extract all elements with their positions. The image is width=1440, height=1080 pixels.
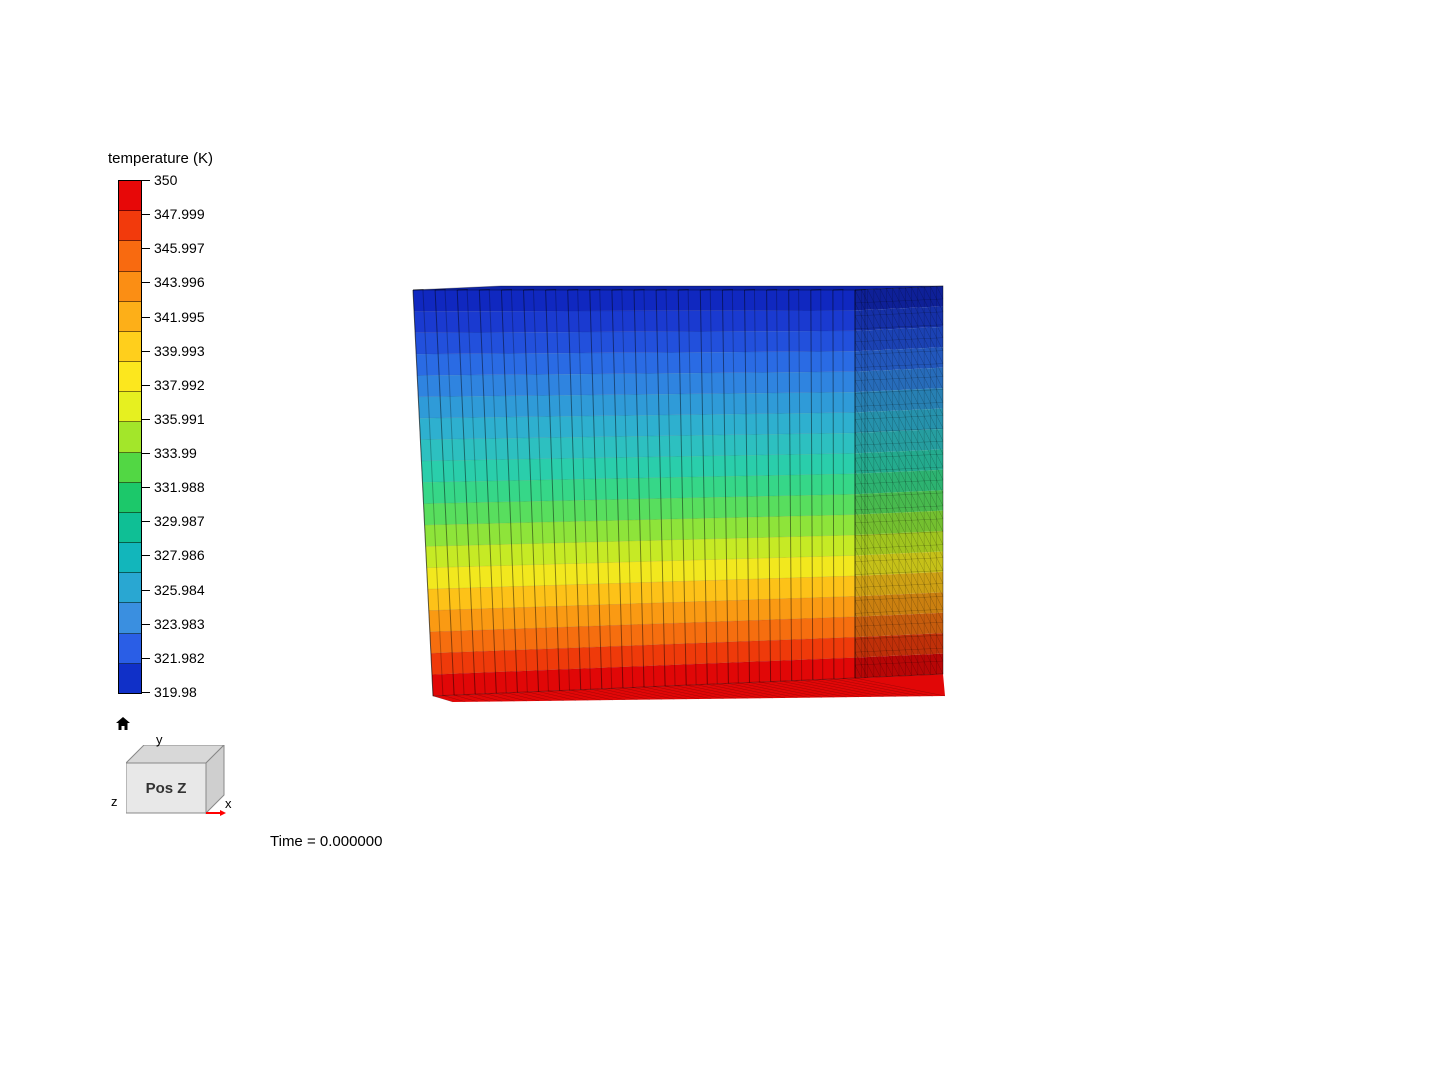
home-icon[interactable] [115,716,131,732]
axis-label-y: y [156,732,163,747]
colorbar-segment [119,211,141,241]
axis-label-z: z [111,794,118,809]
colorbar-segment [119,543,141,573]
colorbar-segment [119,392,141,422]
colorbar-segment [119,634,141,664]
colorbar-segment [119,362,141,392]
svg-text:Pos Z: Pos Z [146,780,187,797]
colorbar-segment [119,483,141,513]
colorbar-segment [119,513,141,543]
colorbar-segment [119,332,141,362]
colorbar-segment [119,241,141,271]
temperature-volume-render[interactable] [405,278,945,708]
time-label: Time = 0.000000 [270,833,382,850]
colorbar-segment [119,272,141,302]
colorbar-segment [119,664,141,693]
orientation-cube[interactable]: Pos Z [126,745,244,833]
legend-title: temperature (K) [108,150,213,167]
axis-label-x: x [225,796,232,811]
colorbar-segment [119,302,141,332]
colorbar [118,180,142,694]
colorbar-segment [119,453,141,483]
colorbar-segment [119,603,141,633]
colorbar-segment [119,573,141,603]
colorbar-segment [119,181,141,211]
colorbar-segment [119,422,141,452]
